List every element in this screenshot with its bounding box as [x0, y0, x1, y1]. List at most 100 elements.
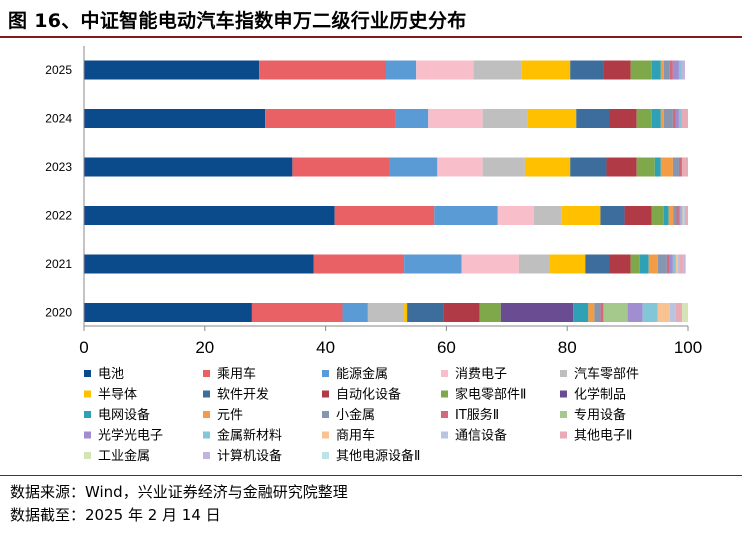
- bar-segment-2023-19: [681, 157, 688, 177]
- legend-swatch-13: [441, 411, 448, 418]
- bar-segment-2025-15: [672, 60, 679, 80]
- bar-segment-2021-15: [669, 254, 673, 274]
- bar-segment-2020-4: [367, 303, 405, 322]
- category-label-2021: 2021: [45, 257, 72, 271]
- bar-segment-2020-2: [342, 303, 368, 322]
- bar-segment-2021-7: [609, 254, 631, 274]
- x-axis: 0 20 40 60 80 100: [79, 46, 702, 357]
- bar-segment-2020-17: [657, 303, 670, 322]
- bar-segment-2022-12: [673, 206, 677, 225]
- bar-segment-2022-3: [497, 206, 534, 225]
- bar-segment-2020-12: [594, 303, 601, 322]
- bar-segment-2024-19: [681, 109, 688, 128]
- bar-segment-2022-10: [663, 206, 669, 225]
- legend-swatch-1: [203, 370, 210, 377]
- bar-segment-2024-1: [265, 109, 396, 128]
- legend-swatch-7: [322, 390, 329, 398]
- bar-segment-2023-2: [389, 157, 438, 177]
- bar-segment-2022-19: [684, 206, 688, 225]
- bar-segment-2023-11: [660, 157, 673, 177]
- bar-segment-2022-18: [683, 206, 685, 225]
- legend-label-7: 自动化设备: [336, 387, 401, 403]
- legend-swatch-9: [560, 390, 567, 398]
- bar-segment-2020-10: [573, 303, 589, 322]
- bar-segment-2021-18: [677, 254, 680, 274]
- bar-segment-2024-8: [636, 109, 652, 128]
- bar-segment-2021-16: [672, 254, 676, 274]
- bar-segment-2021-3: [461, 254, 519, 274]
- legend-label-15: 光学光电子: [98, 428, 163, 444]
- category-label-2022: 2022: [45, 209, 72, 223]
- legend-label-13: IT服务Ⅱ: [455, 407, 499, 423]
- x-tick-label-40: 40: [316, 338, 335, 357]
- bar-segment-2023-5: [524, 157, 571, 177]
- bar-segment-2023-3: [437, 157, 483, 177]
- legend-label-14: 专用设备: [574, 407, 626, 423]
- legend-swatch-11: [203, 411, 210, 418]
- bar-segment-2020-5: [404, 303, 408, 322]
- cutoff-note: 数据截至：2025 年 2 月 14 日: [10, 506, 221, 524]
- bar-segment-2024-5: [527, 109, 577, 128]
- legend-label-22: 其他电源设备Ⅱ: [336, 448, 420, 464]
- bar-segment-2021-21: [683, 254, 686, 274]
- bar-segment-2021-2: [404, 254, 462, 274]
- bar-segment-2023-1: [292, 157, 390, 177]
- bar-segment-2020-0: [84, 303, 252, 322]
- bar-segment-2025-4: [473, 60, 522, 80]
- bar-segment-2020-9: [500, 303, 574, 322]
- category-label-2025: 2025: [45, 63, 72, 77]
- bar-segment-2021-11: [648, 254, 658, 274]
- category-label-2020: 2020: [45, 306, 72, 320]
- bar-segment-2020-1: [251, 303, 343, 322]
- bar-segment-2023-4: [482, 157, 525, 177]
- legend-swatch-19: [560, 431, 567, 439]
- x-tick-label-80: 80: [558, 338, 577, 357]
- legend-label-3: 消费电子: [455, 367, 507, 382]
- bar-segment-2022-0: [84, 206, 335, 225]
- bar-segment-2022-7: [624, 206, 652, 225]
- x-tick-label-20: 20: [195, 338, 214, 357]
- bar-segment-2024-16: [678, 109, 682, 128]
- x-tick-label-0: 0: [79, 338, 88, 357]
- bar-segment-2022-8: [651, 206, 664, 225]
- legend-label-8: 家电零部件Ⅱ: [455, 387, 526, 403]
- bar-segment-2023-7: [606, 157, 637, 177]
- legend-swatch-17: [322, 431, 329, 439]
- bar-segment-2020-18: [669, 303, 676, 322]
- bar-segment-2022-6: [600, 206, 625, 225]
- bar-segment-2025-12: [663, 60, 670, 80]
- legend-swatch-8: [441, 390, 448, 398]
- bar-segment-2025-2: [386, 60, 417, 80]
- bar-segment-2023-0: [84, 157, 293, 177]
- legend-label-18: 通信设备: [455, 428, 507, 444]
- legend-swatch-3: [441, 370, 448, 377]
- bar-segment-2025-10: [651, 60, 661, 80]
- bar-segment-2021-12: [657, 254, 667, 274]
- bar-segment-2020-14: [603, 303, 628, 322]
- legend-swatch-6: [203, 390, 210, 398]
- legend-swatch-22: [322, 452, 329, 459]
- bar-segment-2025-0: [84, 60, 260, 80]
- bar-segment-2023-10: [654, 157, 661, 177]
- bar-segment-2025-13: [669, 60, 673, 80]
- bar-segment-2024-7: [609, 109, 637, 128]
- legend-label-17: 商用车: [336, 428, 375, 444]
- bar-segment-2024-2: [395, 109, 429, 128]
- figure-title: 图 16、中证智能电动汽车指数申万二级行业历史分布: [8, 10, 467, 32]
- bar-segment-2022-2: [434, 206, 498, 225]
- bar-segment-2022-4: [533, 206, 562, 225]
- bar-area: [84, 60, 688, 322]
- legend-label-12: 小金属: [336, 407, 375, 423]
- legend-label-1: 乘用车: [217, 366, 256, 382]
- legend-label-11: 元件: [217, 408, 243, 423]
- bar-segment-2022-16: [680, 206, 683, 225]
- category-label-2024: 2024: [45, 112, 72, 126]
- bar-segment-2024-0: [84, 109, 266, 128]
- bar-segment-2020-15: [627, 303, 643, 322]
- legend-swatch-16: [203, 431, 210, 439]
- bar-segment-2020-6: [407, 303, 444, 322]
- bar-segment-2022-15: [678, 206, 681, 225]
- legend-label-9: 化学制品: [574, 387, 626, 403]
- bar-segment-2020-20: [681, 303, 688, 322]
- footer-rule: [0, 475, 742, 476]
